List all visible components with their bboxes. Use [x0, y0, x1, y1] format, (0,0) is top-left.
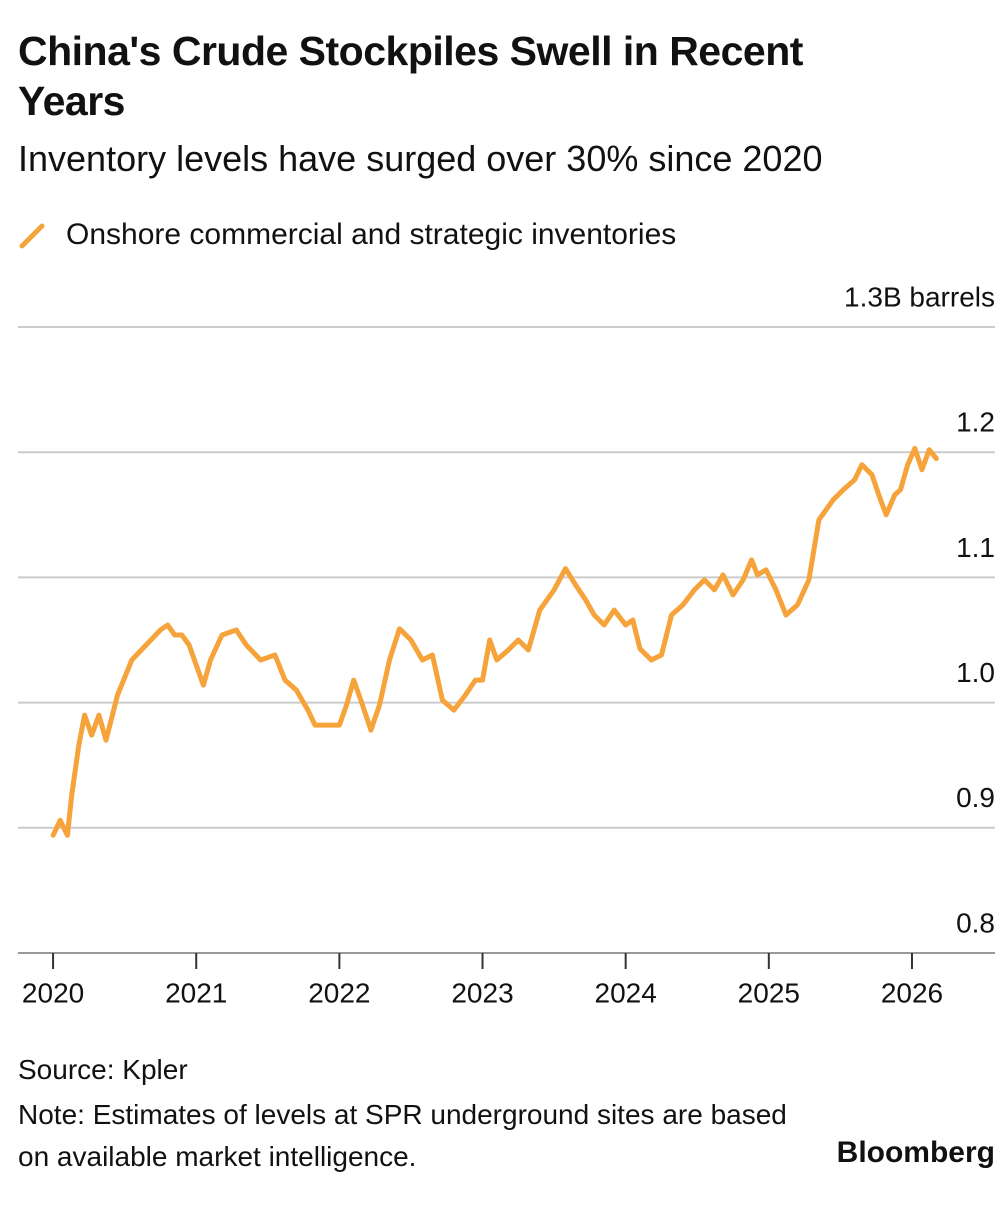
x-tick-label: 2022 [308, 977, 370, 1008]
x-tick-label: 2026 [881, 977, 943, 1008]
legend: Onshore commercial and strategic invento… [18, 218, 676, 252]
brand: Bloomberg [836, 1136, 995, 1169]
y-tick-label: 0.9 [956, 782, 995, 813]
note: Note: Estimates of levels at SPR undergr… [18, 1099, 787, 1172]
source: Source: Kpler [18, 1054, 188, 1085]
y-tick-label: 1.1 [956, 532, 995, 563]
legend-swatch [19, 223, 45, 249]
y-tick-label: 1.2 [956, 407, 995, 438]
y-tick-label: 1.0 [956, 657, 995, 688]
y-tick-label: 0.8 [956, 907, 995, 938]
data-line [50, 445, 939, 838]
legend-label: Onshore commercial and strategic invento… [66, 218, 677, 251]
y-tick-label: 1.3B barrels [844, 281, 995, 312]
x-tick-label: 2021 [165, 977, 227, 1008]
x-tick-label: 2020 [22, 977, 84, 1008]
x-tick-label: 2025 [738, 977, 800, 1008]
x-tick-label: 2023 [451, 977, 513, 1008]
x-tick-label: 2024 [595, 977, 657, 1008]
chart-subtitle: Inventory levels have surged over 30% si… [18, 138, 823, 179]
chart-title: China's Crude Stockpiles Swell in Recent… [18, 28, 803, 124]
